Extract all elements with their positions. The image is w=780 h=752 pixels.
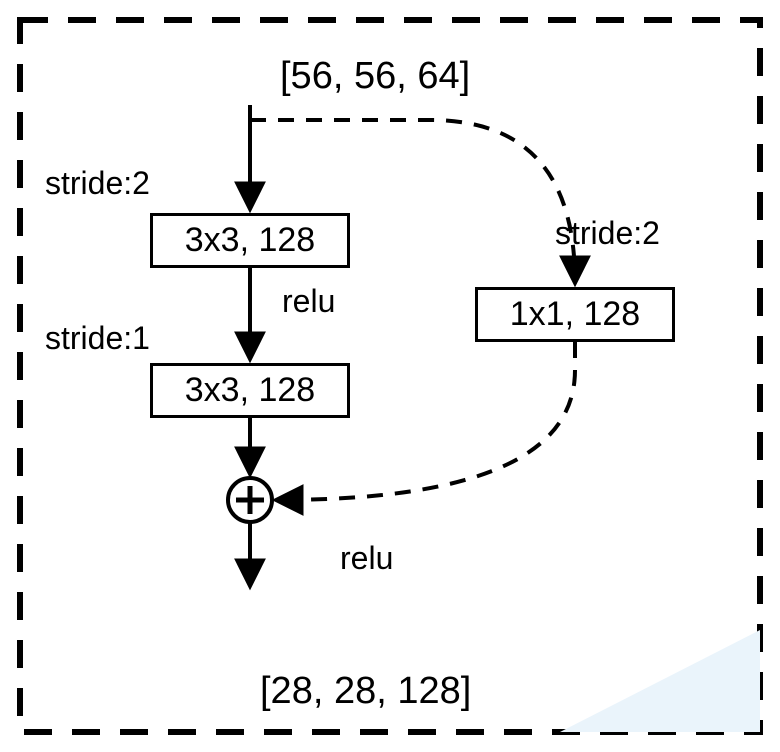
watermark-triangle (560, 630, 760, 732)
conv2-label: 3x3, 128 (185, 371, 315, 410)
stride-label-3: stride:2 (555, 215, 660, 252)
outer-dashed-border (20, 20, 760, 732)
conv2-box: 3x3, 128 (150, 363, 350, 418)
conv1-box: 3x3, 128 (150, 213, 350, 268)
stride-label-1: stride:2 (45, 165, 150, 202)
diagram-svg (0, 0, 780, 752)
add-node (228, 478, 272, 522)
relu-label-2: relu (340, 540, 393, 577)
stride-label-2: stride:1 (45, 320, 150, 357)
input-shape-label: [56, 56, 64] (280, 55, 470, 98)
relu-label-1: relu (282, 283, 335, 320)
diagram-container: 3x3, 128 3x3, 128 1x1, 128 [56, 56, 64] … (0, 0, 780, 752)
output-shape-label: [28, 28, 128] (260, 670, 471, 713)
conv1-label: 3x3, 128 (185, 221, 315, 260)
conv-skip-label: 1x1, 128 (510, 295, 640, 334)
conv-skip-box: 1x1, 128 (475, 287, 675, 342)
